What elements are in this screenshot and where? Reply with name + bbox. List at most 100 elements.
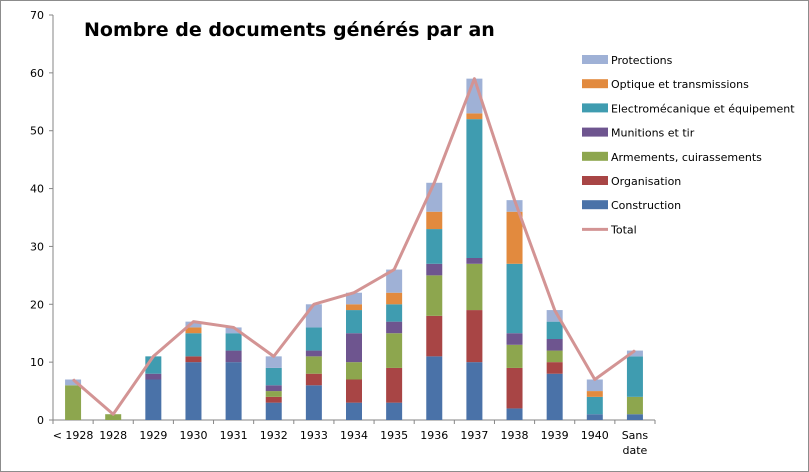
bar-segment xyxy=(546,373,563,420)
total-point xyxy=(273,355,275,357)
bar-segment xyxy=(626,396,643,415)
bar-segment xyxy=(386,304,403,322)
bar-segment xyxy=(546,339,563,351)
legend-swatch xyxy=(582,200,608,210)
legend-label: Construction xyxy=(611,199,681,212)
bar-segment xyxy=(426,275,443,316)
bar-segment xyxy=(586,379,603,392)
bar-segment xyxy=(65,385,82,420)
bar-segment xyxy=(546,350,563,363)
bar-segment xyxy=(386,402,403,420)
y-tick-label: 30 xyxy=(30,240,44,253)
total-line xyxy=(72,77,636,416)
bar-segment xyxy=(185,356,202,363)
y-axis: 0 10 20 30 40 50 60 70 xyxy=(30,9,54,427)
bar-segment xyxy=(386,321,403,334)
bar-segment xyxy=(426,315,443,357)
bar-segment xyxy=(506,408,523,420)
bar-segment xyxy=(305,350,322,357)
bar-segment xyxy=(506,211,523,264)
bar-segment xyxy=(626,350,643,357)
bar-segment xyxy=(346,402,362,420)
bar-segment xyxy=(386,292,403,305)
bar-segment xyxy=(305,356,322,374)
total-point xyxy=(514,199,516,201)
total-point xyxy=(313,303,315,305)
y-tick-label: 50 xyxy=(30,125,44,138)
legend-swatch xyxy=(582,103,608,113)
y-tick-label: 10 xyxy=(30,356,44,369)
bar-segment xyxy=(586,391,603,397)
bar-segment xyxy=(586,396,603,415)
x-tick-label: Sans xyxy=(622,429,649,442)
bar-segment xyxy=(466,263,483,311)
total-point xyxy=(192,321,194,323)
bar-segment xyxy=(265,402,282,420)
total-point xyxy=(634,350,636,352)
x-tick-label: date xyxy=(623,444,648,457)
bar-segment xyxy=(466,119,483,259)
bar-segment xyxy=(265,385,282,392)
legend-label: Electromécanique et équipement xyxy=(611,102,795,115)
bar-segment xyxy=(225,327,242,334)
total-point xyxy=(393,269,395,271)
legend-label: Organisation xyxy=(611,175,681,188)
legend-swatch xyxy=(582,176,608,185)
x-tick-label: 1935 xyxy=(380,429,408,442)
legend-label: Protections xyxy=(611,54,673,67)
bars xyxy=(65,78,643,420)
legend-label: Armements, cuirassements xyxy=(611,151,762,164)
x-tick-label: 1940 xyxy=(581,429,609,442)
bar-segment xyxy=(426,211,443,230)
total-point xyxy=(554,309,556,311)
bar-segment xyxy=(506,344,523,368)
legend-label: Total xyxy=(610,223,637,236)
bar-segment xyxy=(426,356,443,420)
bar-segment xyxy=(145,379,162,420)
bar-segment xyxy=(265,367,282,386)
bar-segment xyxy=(466,113,483,120)
bar-segment xyxy=(546,362,563,374)
bar-segment xyxy=(185,333,202,357)
total-point xyxy=(112,413,114,415)
x-tick-label: 1934 xyxy=(340,429,368,442)
legend: Protections Optique et transmissions Elect… xyxy=(582,54,795,236)
total-point xyxy=(72,379,74,380)
y-tick-label: 40 xyxy=(30,183,44,196)
bar-segment xyxy=(265,396,282,403)
bar-segment xyxy=(265,356,282,368)
y-tick-label: 0 xyxy=(37,414,44,427)
legend-label: Optique et transmissions xyxy=(611,78,749,91)
bar-segment xyxy=(225,362,242,420)
bar-segment xyxy=(386,333,403,368)
bar-segment xyxy=(305,385,322,420)
bar-segment xyxy=(185,327,202,334)
total-point xyxy=(353,292,355,294)
bar-segment xyxy=(466,310,483,363)
legend-swatch xyxy=(582,55,608,64)
bar-segment xyxy=(386,367,403,403)
y-tick-label: 70 xyxy=(30,9,44,22)
bar-segment xyxy=(626,414,643,420)
bar-segment xyxy=(506,263,523,334)
x-tick-label: < 1928 xyxy=(53,429,94,442)
x-tick-label: 1937 xyxy=(460,429,488,442)
legend-swatch xyxy=(582,151,608,161)
bar-segment xyxy=(185,362,202,420)
bar-segment xyxy=(506,367,523,409)
y-tick-label: 20 xyxy=(30,298,44,311)
bar-segment xyxy=(145,373,162,380)
x-tick-label: 1928 xyxy=(99,429,127,442)
bar-segment xyxy=(346,292,362,305)
bar-segment xyxy=(65,379,82,386)
bar-segment xyxy=(426,229,443,264)
bar-segment xyxy=(346,304,362,311)
x-tick-label: 1936 xyxy=(420,429,448,442)
bar-segment xyxy=(586,414,603,420)
legend-label: Munitions et tir xyxy=(611,127,695,140)
x-tick-label: 1931 xyxy=(220,429,248,442)
total-point xyxy=(233,326,235,328)
bar-segment xyxy=(386,269,403,293)
bar-segment xyxy=(546,321,563,339)
